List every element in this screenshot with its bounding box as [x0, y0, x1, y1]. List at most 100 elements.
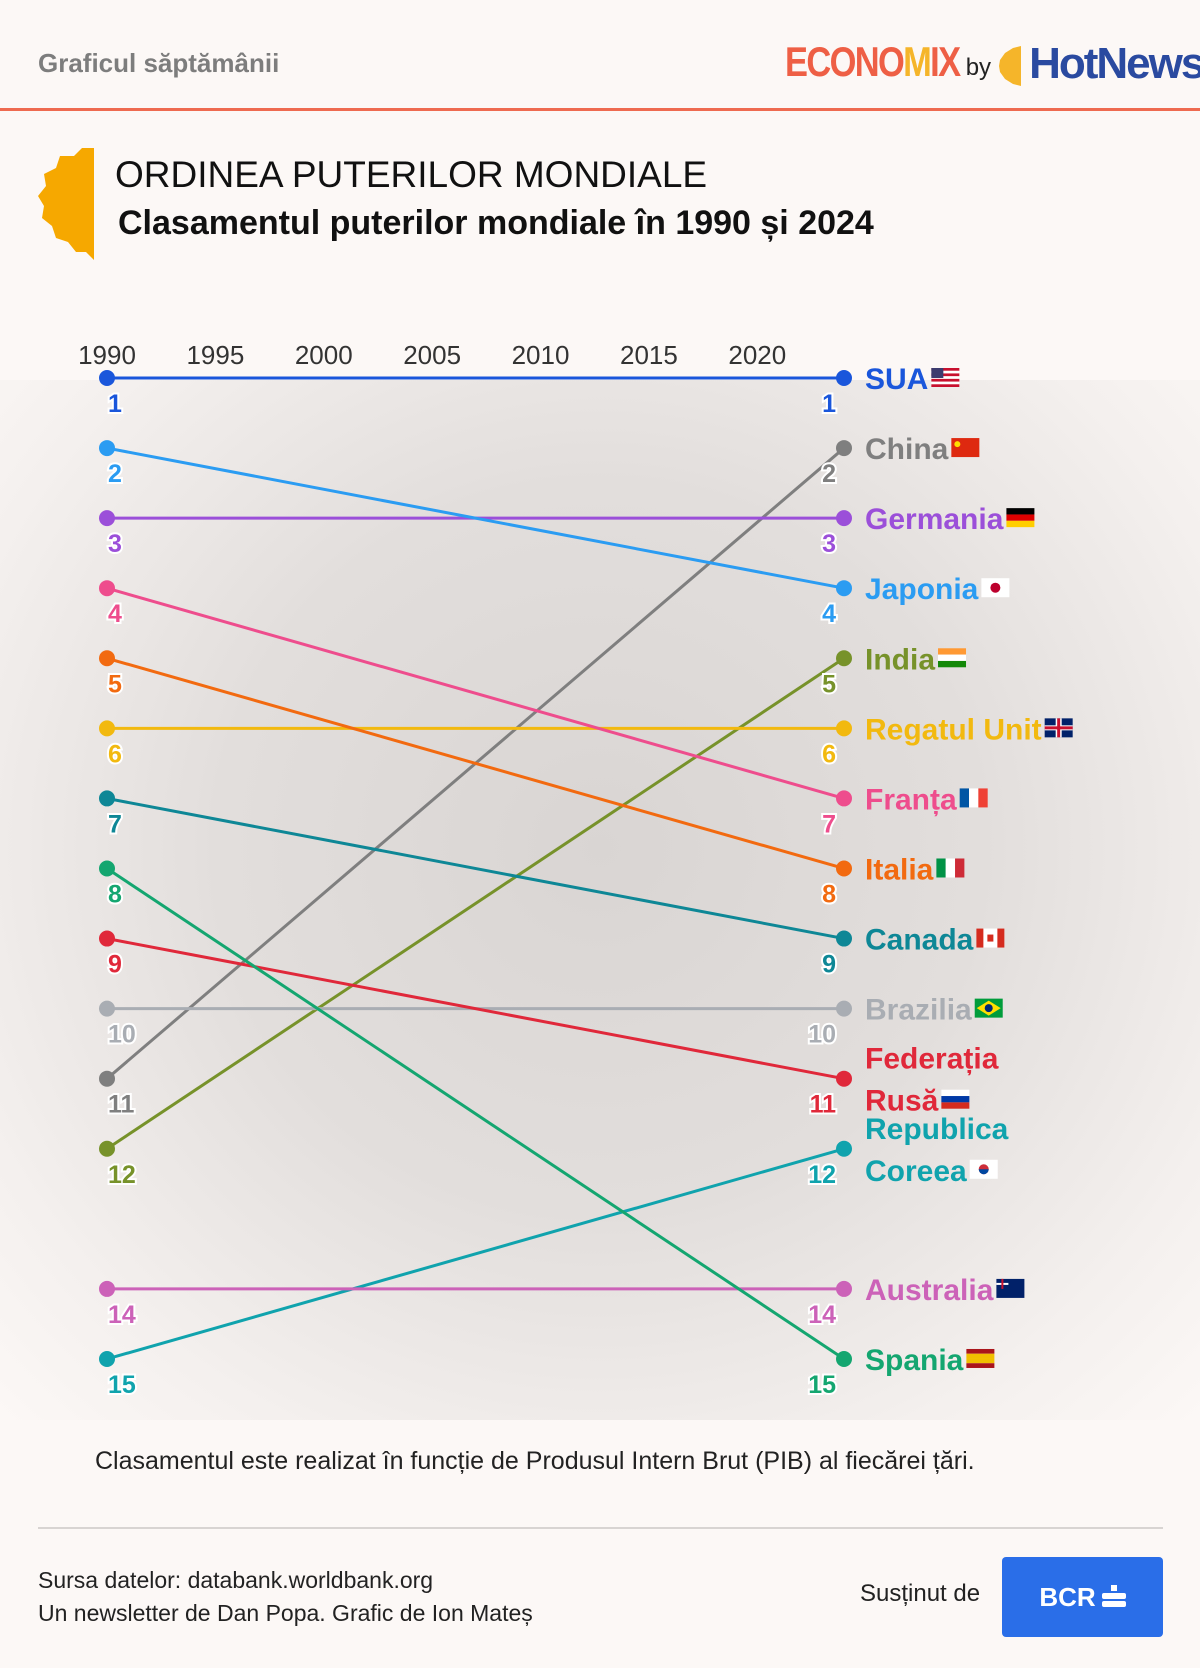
country-name: SUA [865, 363, 928, 396]
point-2024 [836, 790, 852, 807]
point-1990 [99, 650, 115, 667]
bcr-sponsor-logo[interactable]: BCR [1002, 1557, 1163, 1637]
point-1990 [99, 720, 115, 737]
point-1990 [99, 1280, 115, 1297]
flag-part [1006, 520, 1035, 528]
flag-icon-ca [976, 928, 1005, 948]
rank-label-2024: 8 [822, 880, 836, 908]
flag-part [941, 1089, 970, 1097]
flag-icon-kr [969, 1159, 998, 1179]
rank-label-2024: 1 [822, 390, 836, 418]
chart-background [0, 380, 1200, 1420]
flag-part [931, 368, 944, 378]
x-tick-label: 2005 [403, 340, 461, 370]
x-tick-label: 1995 [186, 340, 244, 370]
flag-icon-es [966, 1348, 995, 1368]
series-line-it [106, 656, 845, 870]
country-name: Coreea [865, 1155, 967, 1188]
footer-divider [38, 1527, 1163, 1529]
x-tick-label: 2020 [728, 340, 786, 370]
header-divider [0, 108, 1200, 111]
point-2024 [836, 440, 852, 457]
flag-icon-br [974, 998, 1003, 1018]
flag-part [931, 384, 960, 387]
rank-label-2024: 15 [808, 1371, 836, 1399]
rank-label-2024: 11 [810, 1091, 837, 1119]
rank-label-1990: 15 [108, 1371, 136, 1399]
country-name: China [865, 433, 949, 466]
flag-part [954, 441, 961, 448]
rank-label-2024: 6 [822, 740, 836, 768]
point-1990 [99, 1000, 115, 1017]
country-name: Regatul Unit [865, 713, 1042, 746]
series-line-kr [106, 1147, 845, 1361]
point-2024 [836, 650, 852, 667]
point-2024 [836, 1350, 852, 1367]
x-tick-label: 2015 [620, 340, 678, 370]
sun-icon [999, 46, 1022, 86]
flag-icon-au [996, 1278, 1025, 1298]
country-name: Canada [865, 924, 974, 957]
flag-part [1001, 1278, 1004, 1289]
flag-part [931, 368, 960, 371]
point-2024 [836, 580, 852, 597]
flag-icon-us [931, 368, 960, 387]
country-label-it: Italia [865, 853, 965, 886]
flag-part [951, 438, 980, 458]
flag-icon-jp [981, 578, 1010, 598]
flag-part [978, 1169, 989, 1175]
point-2024 [836, 860, 852, 877]
rank-label-1990: 5 [108, 670, 122, 698]
country-name: Italia [865, 853, 934, 886]
rank-label-2024: 14 [808, 1301, 836, 1329]
flag-part [976, 928, 984, 948]
flag-part [978, 788, 988, 808]
rank-label-1990: 14 [108, 1301, 136, 1329]
country-label-fr: Franța [865, 783, 988, 816]
point-1990 [99, 930, 115, 947]
rank-label-1990: 4 [108, 600, 122, 628]
country-label-ru: Federația Rusă [865, 1043, 999, 1118]
country-label-ca: Canada [865, 924, 1005, 957]
flag-part [945, 858, 956, 878]
credits-text: Un newsletter de Dan Popa. Grafic de Ion… [38, 1600, 533, 1626]
country-label-au: Australia [865, 1274, 1025, 1307]
economix-hotnews-logo[interactable]: ECONOMIX by HotNews [785, 38, 1200, 88]
country-name: India [865, 643, 935, 676]
flag-icon-in [938, 648, 967, 668]
point-1990 [99, 580, 115, 597]
rank-label-1990: 9 [108, 951, 122, 979]
x-tick-label: 2010 [512, 340, 570, 370]
flag-part [1057, 718, 1061, 738]
flag-part [966, 1358, 995, 1364]
series-line-ca [106, 796, 845, 941]
country-name: Japonia [865, 573, 979, 606]
country-name: Germania [865, 503, 1004, 536]
chart-note: Clasamentul este realizat în funcție de … [95, 1447, 975, 1475]
rank-label-1990: 1 [108, 390, 122, 418]
rank-label-2024: 10 [808, 1021, 836, 1049]
point-2024 [836, 510, 852, 527]
rank-label-1990: 11 [108, 1091, 135, 1119]
flag-part [936, 858, 946, 878]
point-1990 [99, 1070, 115, 1087]
rank-label-2024: 4 [822, 600, 836, 628]
rank-label-2024: 5 [822, 670, 836, 698]
country-name: Federația [865, 1043, 999, 1076]
country-label-jp: Japonia [865, 573, 1010, 606]
point-2024 [836, 1000, 852, 1017]
footer-credits: Sursa datelor: databank.worldbank.org Un… [38, 1564, 533, 1630]
flag-icon-ru [941, 1089, 970, 1109]
country-label-br: Brazilia [865, 994, 1003, 1027]
flag-icon-de [1006, 508, 1035, 528]
x-tick-label: 1990 [78, 340, 136, 370]
flag-part [938, 648, 967, 655]
flag-part [938, 654, 967, 661]
supported-by-label: Susținut de [860, 1580, 981, 1607]
rank-label-2024: 7 [822, 810, 836, 838]
flag-part [1006, 514, 1035, 521]
flag-part [959, 788, 970, 808]
flag-part [990, 582, 1001, 593]
series-line-jp [106, 446, 845, 590]
country-label-in: India [865, 643, 967, 676]
